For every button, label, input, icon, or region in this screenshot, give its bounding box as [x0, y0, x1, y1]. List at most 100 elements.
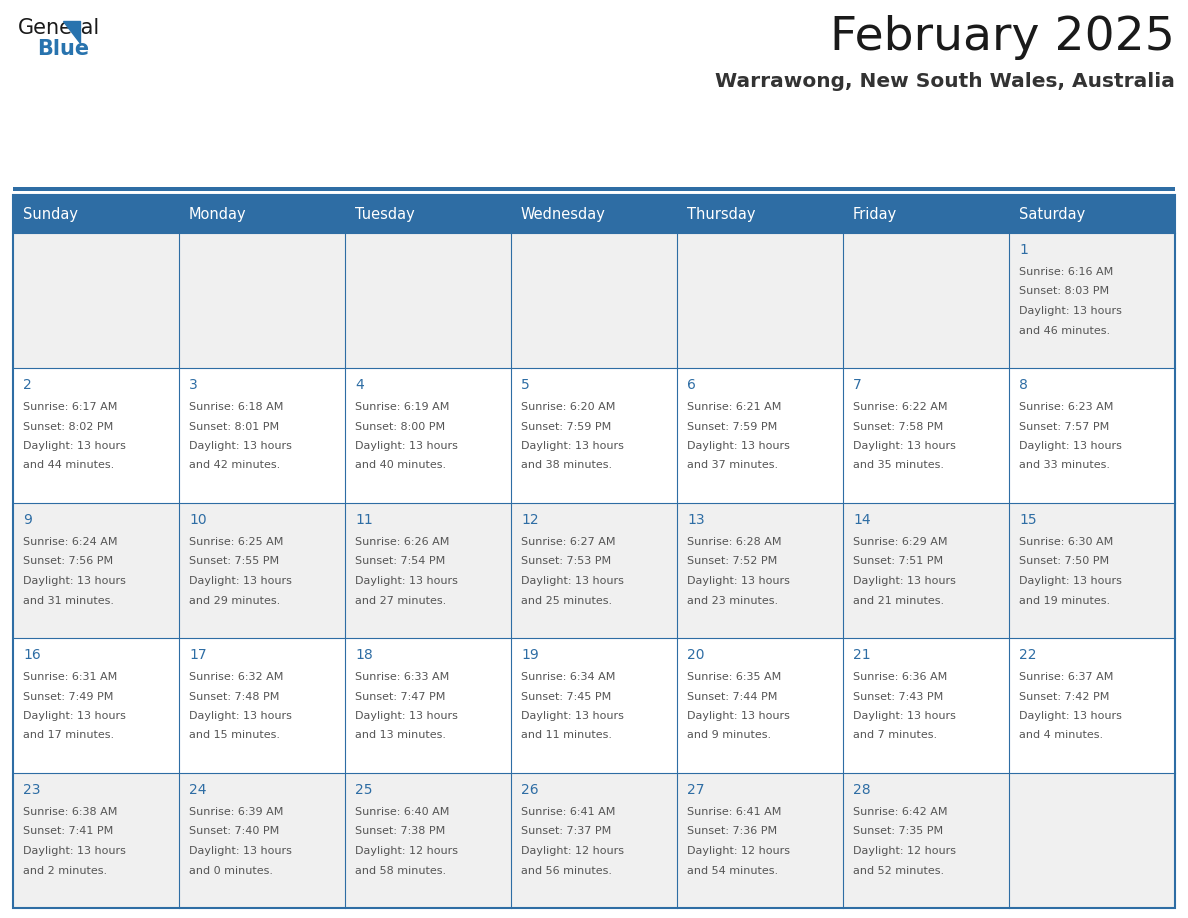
- Polygon shape: [63, 21, 80, 43]
- Text: Sunrise: 6:32 AM: Sunrise: 6:32 AM: [189, 672, 284, 682]
- Text: Daylight: 13 hours: Daylight: 13 hours: [189, 711, 292, 721]
- Text: Sunset: 7:42 PM: Sunset: 7:42 PM: [1019, 691, 1110, 701]
- Text: Sunrise: 6:31 AM: Sunrise: 6:31 AM: [23, 672, 118, 682]
- Text: Sunrise: 6:28 AM: Sunrise: 6:28 AM: [687, 537, 782, 547]
- Bar: [677, 195, 843, 233]
- Bar: [843, 773, 1009, 908]
- Text: 28: 28: [853, 783, 871, 797]
- Text: Sunset: 7:40 PM: Sunset: 7:40 PM: [189, 826, 279, 836]
- Text: Sunrise: 6:26 AM: Sunrise: 6:26 AM: [355, 537, 449, 547]
- Text: and 44 minutes.: and 44 minutes.: [23, 461, 114, 471]
- Text: Daylight: 13 hours: Daylight: 13 hours: [355, 711, 457, 721]
- Text: Saturday: Saturday: [1019, 207, 1086, 221]
- Text: Monday: Monday: [189, 207, 247, 221]
- Text: 23: 23: [23, 783, 40, 797]
- Text: and 2 minutes.: and 2 minutes.: [23, 866, 107, 876]
- Text: Sunrise: 6:19 AM: Sunrise: 6:19 AM: [355, 402, 449, 412]
- Bar: [345, 368, 511, 503]
- Text: 17: 17: [189, 648, 207, 662]
- Text: Daylight: 13 hours: Daylight: 13 hours: [23, 576, 126, 586]
- Text: Daylight: 13 hours: Daylight: 13 hours: [355, 576, 457, 586]
- Bar: [511, 773, 677, 908]
- Bar: [677, 638, 843, 773]
- Text: Sunrise: 6:20 AM: Sunrise: 6:20 AM: [522, 402, 615, 412]
- Text: Sunset: 7:57 PM: Sunset: 7:57 PM: [1019, 421, 1110, 431]
- Bar: [843, 368, 1009, 503]
- Text: and 54 minutes.: and 54 minutes.: [687, 866, 778, 876]
- Text: Sunset: 7:58 PM: Sunset: 7:58 PM: [853, 421, 943, 431]
- Text: Sunset: 8:03 PM: Sunset: 8:03 PM: [1019, 286, 1110, 297]
- Text: Sunset: 7:35 PM: Sunset: 7:35 PM: [853, 826, 943, 836]
- Text: Sunset: 7:36 PM: Sunset: 7:36 PM: [687, 826, 777, 836]
- Text: Sunrise: 6:36 AM: Sunrise: 6:36 AM: [853, 672, 947, 682]
- Text: Sunset: 7:44 PM: Sunset: 7:44 PM: [687, 691, 777, 701]
- Text: and 23 minutes.: and 23 minutes.: [687, 596, 778, 606]
- Text: Sunrise: 6:39 AM: Sunrise: 6:39 AM: [189, 807, 284, 817]
- Text: Sunset: 7:52 PM: Sunset: 7:52 PM: [687, 556, 777, 566]
- Text: 3: 3: [189, 378, 197, 392]
- Text: Daylight: 12 hours: Daylight: 12 hours: [687, 846, 790, 856]
- Bar: [1009, 503, 1175, 638]
- Text: Sunrise: 6:24 AM: Sunrise: 6:24 AM: [23, 537, 118, 547]
- Text: Sunrise: 6:38 AM: Sunrise: 6:38 AM: [23, 807, 118, 817]
- Text: Sunset: 7:37 PM: Sunset: 7:37 PM: [522, 826, 612, 836]
- Text: and 40 minutes.: and 40 minutes.: [355, 461, 447, 471]
- Text: Daylight: 13 hours: Daylight: 13 hours: [853, 711, 956, 721]
- Bar: [1009, 368, 1175, 503]
- Text: Sunset: 8:01 PM: Sunset: 8:01 PM: [189, 421, 279, 431]
- Text: Sunset: 7:38 PM: Sunset: 7:38 PM: [355, 826, 446, 836]
- Text: and 29 minutes.: and 29 minutes.: [189, 596, 280, 606]
- Text: Daylight: 12 hours: Daylight: 12 hours: [522, 846, 624, 856]
- Text: Daylight: 13 hours: Daylight: 13 hours: [1019, 711, 1121, 721]
- Bar: [511, 638, 677, 773]
- Text: and 31 minutes.: and 31 minutes.: [23, 596, 114, 606]
- Bar: [345, 233, 511, 368]
- Bar: [1009, 773, 1175, 908]
- Text: 4: 4: [355, 378, 364, 392]
- Bar: [179, 503, 345, 638]
- Bar: [13, 195, 1175, 908]
- Bar: [13, 233, 179, 368]
- Bar: [1009, 638, 1175, 773]
- Text: and 17 minutes.: and 17 minutes.: [23, 731, 114, 741]
- Text: and 42 minutes.: and 42 minutes.: [189, 461, 280, 471]
- Text: Sunday: Sunday: [23, 207, 78, 221]
- Text: Sunrise: 6:40 AM: Sunrise: 6:40 AM: [355, 807, 449, 817]
- Text: Sunrise: 6:17 AM: Sunrise: 6:17 AM: [23, 402, 118, 412]
- Text: and 38 minutes.: and 38 minutes.: [522, 461, 612, 471]
- Bar: [1009, 233, 1175, 368]
- Text: 12: 12: [522, 513, 538, 527]
- Text: and 0 minutes.: and 0 minutes.: [189, 866, 273, 876]
- Text: Daylight: 13 hours: Daylight: 13 hours: [1019, 441, 1121, 451]
- Text: Sunrise: 6:30 AM: Sunrise: 6:30 AM: [1019, 537, 1113, 547]
- Text: Daylight: 13 hours: Daylight: 13 hours: [687, 576, 790, 586]
- Text: Wednesday: Wednesday: [522, 207, 606, 221]
- Bar: [511, 368, 677, 503]
- Bar: [1009, 195, 1175, 233]
- Text: Tuesday: Tuesday: [355, 207, 415, 221]
- Bar: [179, 773, 345, 908]
- Text: 24: 24: [189, 783, 207, 797]
- Bar: [843, 195, 1009, 233]
- Text: 26: 26: [522, 783, 538, 797]
- Bar: [13, 186, 1175, 191]
- Bar: [345, 503, 511, 638]
- Text: 15: 15: [1019, 513, 1037, 527]
- Bar: [13, 368, 179, 503]
- Text: Daylight: 13 hours: Daylight: 13 hours: [522, 576, 624, 586]
- Text: Daylight: 13 hours: Daylight: 13 hours: [189, 576, 292, 586]
- Text: Sunrise: 6:29 AM: Sunrise: 6:29 AM: [853, 537, 948, 547]
- Text: Sunrise: 6:37 AM: Sunrise: 6:37 AM: [1019, 672, 1113, 682]
- Bar: [677, 773, 843, 908]
- Text: Sunset: 8:00 PM: Sunset: 8:00 PM: [355, 421, 446, 431]
- Text: 10: 10: [189, 513, 207, 527]
- Text: Daylight: 13 hours: Daylight: 13 hours: [23, 711, 126, 721]
- Text: and 58 minutes.: and 58 minutes.: [355, 866, 447, 876]
- Text: 25: 25: [355, 783, 373, 797]
- Text: Sunset: 7:50 PM: Sunset: 7:50 PM: [1019, 556, 1110, 566]
- Text: 22: 22: [1019, 648, 1036, 662]
- Text: 6: 6: [687, 378, 696, 392]
- Bar: [677, 503, 843, 638]
- Text: Daylight: 13 hours: Daylight: 13 hours: [853, 441, 956, 451]
- Bar: [677, 233, 843, 368]
